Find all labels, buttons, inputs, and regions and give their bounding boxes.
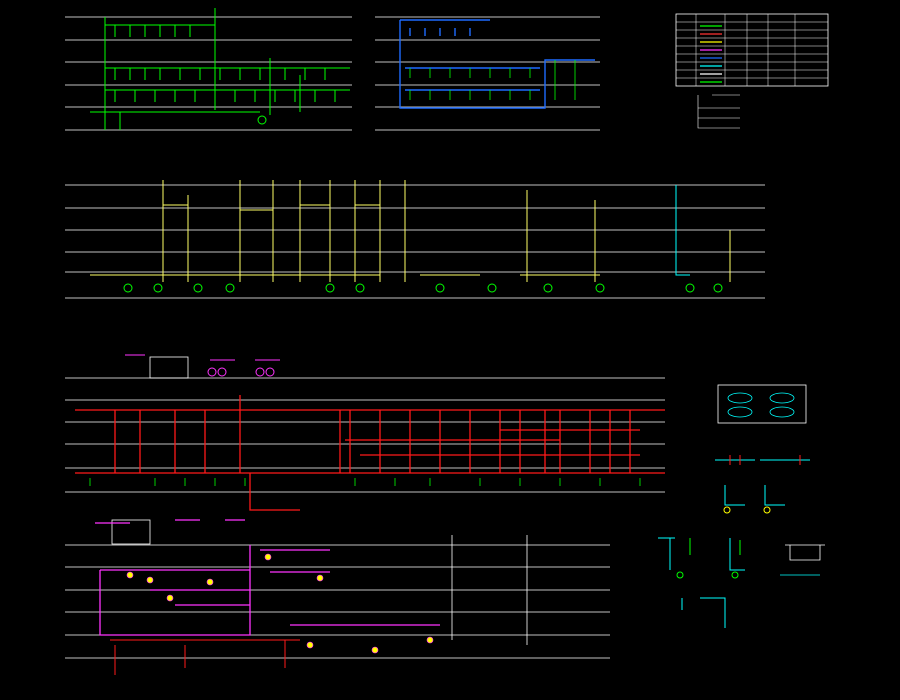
pump-room [149,356,189,379]
legend-key-diagram [697,94,740,129]
trench-detail [780,544,825,576]
fire-hydrant-system-diagram [65,354,665,511]
drainage-pipes [90,180,731,282]
risers [451,535,528,645]
water-supply-system-diagram [65,8,352,131]
sprinkler-mains [110,639,300,675]
hydrant-valves [89,478,641,486]
floor-lines [65,184,765,299]
water-supply-pipes [90,8,350,130]
hydrant-pipes [75,395,665,511]
sprinkler-pipes [95,519,440,636]
sprinkler-system-diagram [65,519,610,675]
legend-grid [676,14,828,86]
green-branches [409,60,576,100]
floor-lines [65,377,665,493]
hot-water-system-diagram [375,16,600,131]
drainage-system-diagram [65,180,765,299]
flow-switches [126,553,434,654]
parking-detail [717,384,807,424]
pump-equipment [125,354,280,377]
legend-table [675,13,829,129]
trap-symbols [123,283,723,293]
valve-detail-a [715,455,810,514]
riser-detail [658,537,745,628]
legend-line-swatches [700,25,722,83]
blue-pipes [399,19,595,109]
floor-lines [375,16,600,131]
floor-lines [65,16,352,131]
pump-room [111,519,151,545]
cyan-riser [675,185,690,276]
